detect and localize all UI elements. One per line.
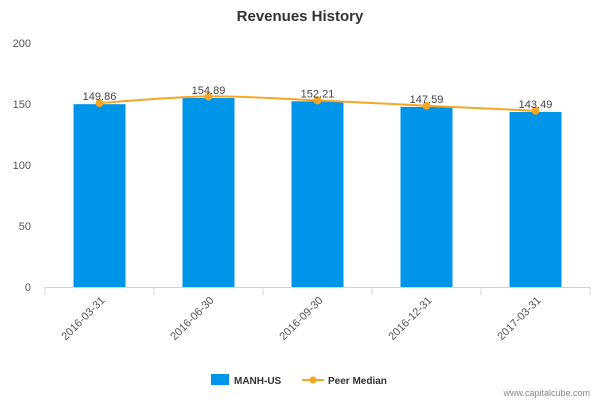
bar-data-label: 154.89 [192, 85, 226, 97]
x-tick-label: 2017-03-31 [495, 295, 543, 343]
bar [73, 104, 126, 287]
bar-data-label: 152.21 [301, 88, 335, 100]
bar [509, 111, 562, 287]
y-axis: 0 50 100 150 200 [13, 38, 31, 294]
peer-median-point [204, 92, 213, 101]
line-series [95, 92, 540, 115]
y-tick-label: 50 [19, 221, 31, 233]
x-axis: 2016-03-31 2016-06-30 2016-09-30 2016-12-31… [44, 287, 591, 343]
chart-title: Revenues History [237, 8, 364, 25]
y-tick-label: 100 [13, 160, 31, 172]
legend-marker-peer-median [309, 376, 317, 384]
peer-median-point [313, 96, 322, 105]
peer-median-point [95, 99, 104, 108]
bar [182, 98, 235, 287]
legend-label-manh-us: MANH-US [234, 376, 282, 387]
peer-median-point [422, 101, 431, 110]
credit-text: www.capitalcube.com [502, 388, 590, 398]
data-labels: 149.86 154.89 152.21 147.59 143.49 [83, 85, 553, 111]
bar-data-label: 149.86 [83, 91, 117, 103]
y-tick-label: 150 [13, 99, 31, 111]
y-tick-label: 0 [25, 282, 31, 294]
legend: MANH-US Peer Median [211, 374, 387, 387]
bar [291, 101, 344, 287]
x-tick-label: 2016-09-30 [277, 295, 325, 343]
x-tick-label: 2016-03-31 [59, 295, 107, 343]
legend-swatch-manh-us [211, 374, 229, 385]
y-tick-label: 200 [13, 38, 31, 50]
x-tick-label: 2016-06-30 [168, 295, 216, 343]
bar-series [73, 98, 562, 287]
peer-median-point [531, 106, 540, 115]
bar-data-label: 147.59 [410, 94, 444, 106]
legend-label-peer-median: Peer Median [328, 376, 387, 387]
bar-data-label: 143.49 [519, 99, 553, 111]
x-tick-label: 2016-12-31 [386, 295, 434, 343]
bar [400, 106, 453, 287]
